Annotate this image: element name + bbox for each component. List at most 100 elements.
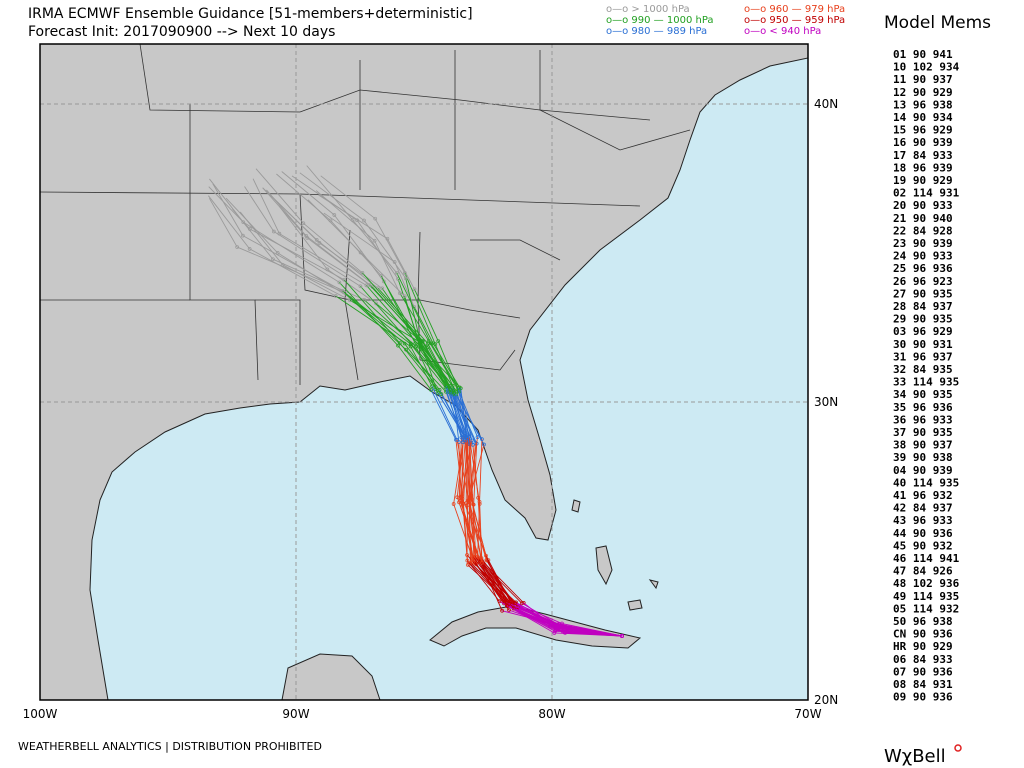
track-point [429, 388, 433, 392]
track-point [505, 604, 509, 608]
track-point [337, 280, 342, 285]
track-point [301, 221, 306, 226]
track-segment [449, 388, 464, 443]
track-segment [422, 340, 450, 390]
lat-label: 20N [814, 693, 838, 707]
track-segment [273, 231, 361, 287]
member-row: 40 114 935 [893, 476, 959, 489]
track-point [402, 294, 407, 299]
track-point [435, 391, 440, 395]
track-segment [396, 272, 432, 344]
track-segment [427, 347, 452, 390]
lat-label: 30N [814, 395, 838, 409]
lon-label: 80W [538, 707, 565, 721]
track-segment [457, 387, 470, 437]
track-point [555, 622, 560, 627]
track-segment [255, 168, 304, 224]
track-segment [342, 290, 412, 345]
logo-dot [954, 744, 962, 752]
member-row: 14 90 934 [893, 111, 953, 124]
legend-item: o—o 980 — 989 hPa [606, 26, 707, 37]
track-segment [468, 500, 476, 557]
track-segment [363, 299, 417, 347]
track-segment [455, 439, 463, 497]
member-row: 20 90 933 [893, 199, 953, 212]
track-segment [212, 183, 244, 236]
track-point [436, 339, 441, 343]
track-point [413, 341, 418, 346]
track-segment [460, 439, 466, 497]
member-row: CN 90 936 [893, 628, 953, 641]
member-row: 24 90 933 [893, 250, 953, 263]
legend-item: o—o 950 — 959 hPa [744, 15, 845, 26]
member-row: 37 90 935 [893, 426, 953, 439]
track-segment [514, 602, 566, 634]
member-row: 49 114 935 [893, 590, 959, 603]
track-segment [466, 560, 500, 602]
track-segment [467, 500, 482, 559]
track-segment [335, 295, 411, 347]
track-segment [380, 275, 416, 344]
track-point [429, 341, 433, 346]
track-segment [360, 252, 406, 297]
track-point [480, 437, 484, 441]
track-point [271, 229, 276, 234]
track-point [409, 342, 413, 347]
track-point [473, 554, 478, 559]
track-segment [249, 228, 345, 281]
track-segment [445, 385, 466, 441]
member-row: 36 96 933 [893, 413, 953, 426]
track-point [507, 608, 511, 612]
member-row: 31 96 937 [893, 350, 953, 363]
track-point [305, 236, 310, 240]
track-point [552, 631, 557, 635]
track-segment [360, 285, 412, 344]
track-segment [315, 190, 375, 242]
track-point [333, 294, 338, 298]
track-segment [506, 605, 565, 633]
track-point [451, 502, 456, 506]
track-point [332, 213, 337, 217]
track-segment [521, 602, 570, 632]
track-segment [242, 235, 343, 292]
member-row: 01 90 941 [893, 48, 953, 61]
member-row: 07 90 936 [893, 665, 953, 678]
track-point [459, 494, 464, 499]
member-row: 38 90 937 [893, 439, 953, 452]
legend-item: o—o 990 — 1000 hPa [606, 15, 714, 26]
track-segment [413, 306, 434, 344]
track-point [444, 384, 449, 388]
track-point [342, 277, 347, 282]
track-segment [399, 342, 442, 395]
title: IRMA ECMWF Ensemble Guidance [51-members… [28, 6, 473, 22]
track-point [241, 220, 246, 225]
track-point [482, 442, 486, 447]
member-row: 44 90 936 [893, 527, 953, 540]
track-segment [252, 178, 280, 234]
member-row: 16 90 939 [893, 136, 953, 149]
track-point [520, 601, 524, 606]
members-title: Model Mems [884, 13, 991, 33]
member-row: 29 90 935 [893, 313, 953, 326]
member-row: 26 96 923 [893, 275, 953, 288]
track-segment [471, 557, 505, 604]
track-point [433, 342, 438, 346]
track-segment [456, 439, 470, 501]
member-row: 21 90 940 [893, 212, 953, 225]
member-row: 06 84 933 [893, 653, 953, 666]
member-row: 39 90 938 [893, 451, 953, 464]
track-point [358, 284, 363, 289]
member-row: 27 90 935 [893, 287, 953, 300]
track-segment [209, 178, 244, 223]
track-segment [501, 610, 560, 626]
track-segment [374, 218, 406, 274]
track-segment [404, 296, 420, 346]
member-row: HR 90 929 [893, 640, 953, 653]
track-segment [469, 443, 474, 505]
track-segment [450, 389, 476, 444]
member-row: 11 90 937 [893, 73, 953, 86]
track-segment [339, 282, 399, 346]
track-segment [366, 285, 422, 348]
track-point [275, 251, 280, 255]
